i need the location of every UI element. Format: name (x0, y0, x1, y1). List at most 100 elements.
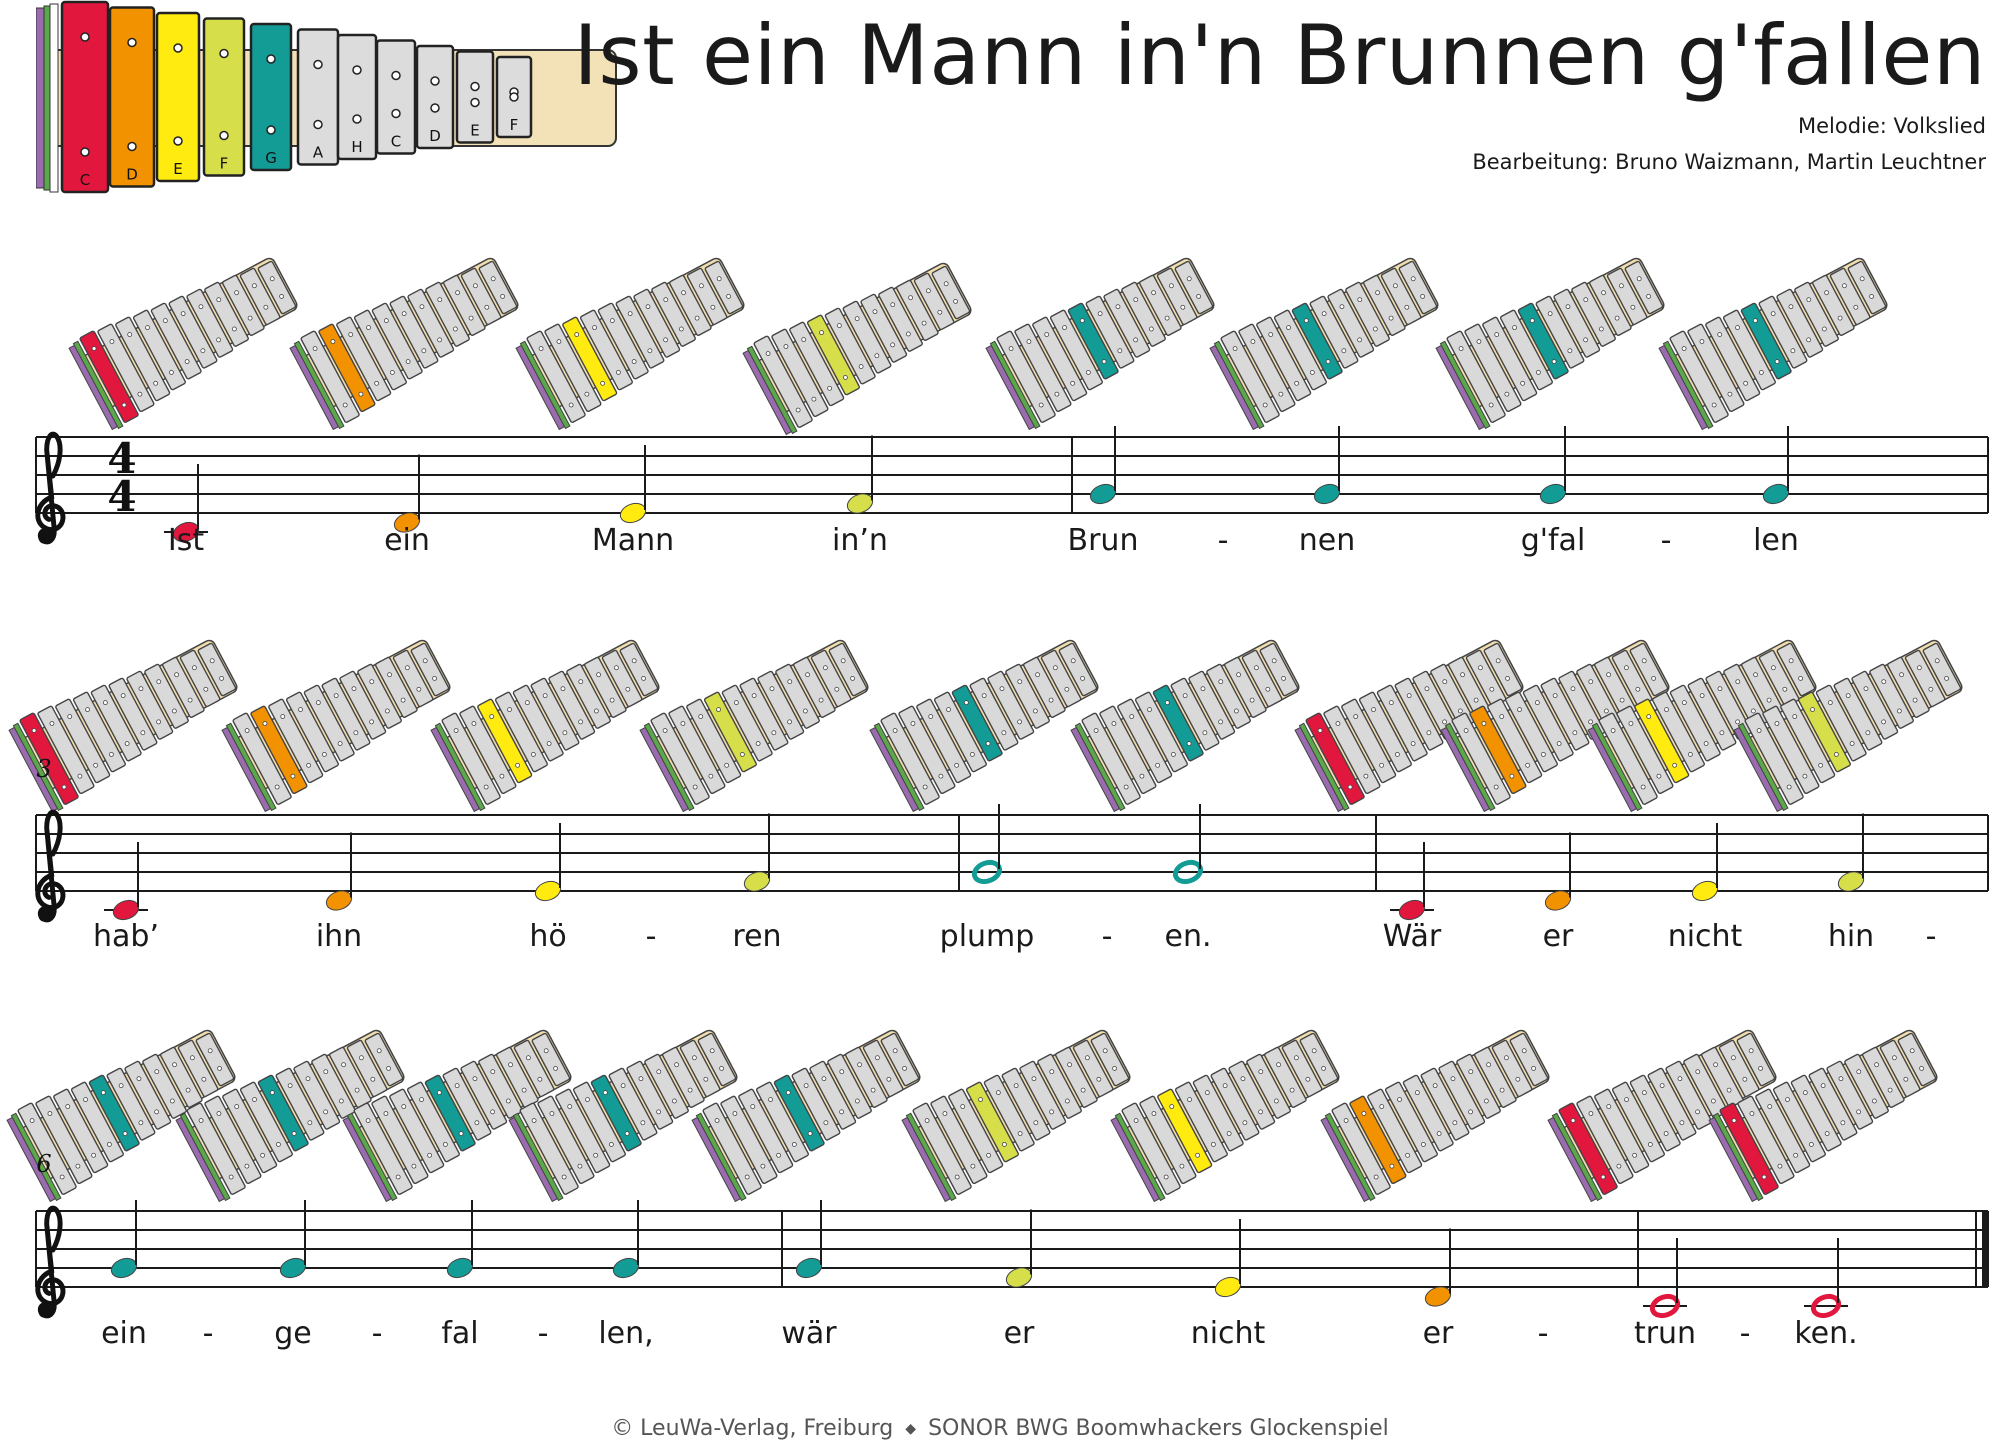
bar-number: 3 (36, 755, 51, 783)
note-g4 (612, 1200, 640, 1279)
staff-system-1: 44 Ist ein Mann in’n Brun nen g'fal len - - (35, 257, 1989, 558)
glockenspiel-bar-label: D (429, 127, 441, 145)
note-c4 (1804, 1238, 1848, 1319)
glockenspiel-icon (901, 1029, 1131, 1203)
glockenspiel-bar-label: C (80, 171, 90, 189)
note-g4 (1539, 426, 1567, 505)
lyric: ken. (1794, 1316, 1857, 1351)
note-d4 (393, 454, 421, 533)
glockenspiel-icon (342, 1029, 572, 1203)
lyric-hyphen: - (372, 1316, 383, 1351)
glockenspiel-bar-label: H (351, 138, 362, 156)
glockenspiel-icon (1658, 257, 1888, 431)
glockenspiel-bar-d: D (415, 44, 455, 150)
glockenspiel-icon (1708, 1029, 1938, 1203)
note-d4 (1544, 832, 1572, 911)
final-bar-line (1982, 1211, 1989, 1287)
footer: © LeuWa-Verlag, Freiburg ◆ SONOR BWG Boomw… (0, 1416, 2000, 1441)
lyric: nen (1299, 523, 1355, 558)
glockenspiel-icon (1587, 639, 1817, 813)
lyric: Brun (1068, 523, 1139, 558)
glockenspiel-icon (1435, 257, 1665, 431)
glockenspiel-icon (6, 1029, 236, 1203)
lyric: Ist (168, 523, 204, 558)
note-g4 (795, 1200, 823, 1279)
page-title: Ist ein Mann in'n Brunnen g'fallen (573, 7, 1986, 104)
note-g4 (446, 1200, 474, 1279)
note-c4 (1643, 1238, 1687, 1319)
notehead (279, 1257, 307, 1279)
time-signature-top: 4 (107, 434, 136, 483)
glockenspiel-icon (68, 257, 298, 431)
note-f4 (1005, 1209, 1033, 1288)
glockenspiel-bar-label: A (313, 144, 324, 162)
note-e4 (619, 445, 647, 524)
note-e4 (1214, 1219, 1242, 1298)
note-f4 (846, 435, 874, 514)
glockenspiel-icon (691, 1029, 921, 1203)
note-c4 (164, 464, 208, 543)
notehead (795, 1257, 823, 1279)
lyric: er (1004, 1316, 1035, 1351)
melody-credit: Melodie: Volkslied (1798, 114, 1986, 138)
lyric: ge (274, 1316, 312, 1351)
notehead (1539, 483, 1567, 505)
glockenspiel-bar-d: D (108, 6, 156, 188)
glockenspiel-icon (639, 639, 869, 813)
note-d4 (1424, 1228, 1452, 1307)
lyric: hö (529, 919, 566, 954)
note-g4 (1089, 426, 1117, 505)
glockenspiel-icon (515, 257, 745, 431)
note-d4 (325, 832, 353, 911)
lyric: ren (732, 919, 781, 954)
arrangement-credit: Bearbeitung: Bruno Waizmann, Martin Leuc… (1472, 150, 1986, 174)
note-g4 (1313, 426, 1341, 505)
note-c4 (104, 842, 148, 921)
staff-system-2: 3 hab’ ihn hö ren plump en. Wär er nicht hin - - - (8, 639, 1989, 954)
glockenspiel-icon (1733, 639, 1963, 813)
notehead (1691, 880, 1719, 902)
glockenspiel-icon (1070, 639, 1300, 813)
lyric: ein (384, 523, 430, 558)
glockenspiel-icon (1547, 1029, 1777, 1203)
lyric-hyphen: - (1740, 1316, 1751, 1351)
staff (36, 814, 1988, 892)
note-c4 (1390, 842, 1434, 921)
glockenspiel-icon (985, 257, 1215, 431)
copyright-notice: © LeuWa-Verlag, Freiburg (611, 1416, 894, 1441)
glockenspiel-icon (1110, 1029, 1340, 1203)
glockenspiel-icon (508, 1029, 738, 1203)
lyric-hyphen: - (646, 919, 657, 954)
glockenspiel-icon (8, 639, 238, 813)
glockenspiel-icon (289, 257, 519, 431)
glockenspiel-icon (1294, 639, 1524, 813)
glockenspiel-icon (869, 639, 1099, 813)
reference-glockenspiel: C D E F G A H C D E F (36, 0, 617, 194)
treble-clef (35, 431, 66, 545)
glockenspiel-icon (430, 639, 660, 813)
lyric-hyphen: - (1661, 523, 1672, 558)
treble-clef (35, 809, 66, 923)
staff-system-3: 6 ein ge fal len, wär er nicht er trun ken. - - - - - (6, 1029, 1989, 1351)
glockenspiel-bar-label: G (265, 149, 277, 167)
staff (36, 436, 1988, 514)
lyric: hin (1828, 919, 1874, 954)
glockenspiel-bar-c: C (60, 0, 110, 194)
lyric: nicht (1668, 919, 1743, 954)
instrument-name: SONOR BWG Boomwhackers Glockenspiel (928, 1416, 1389, 1441)
bar-number: 6 (36, 1150, 51, 1178)
lyric: er (1543, 919, 1574, 954)
notehead (1313, 483, 1341, 505)
lyric: len (1753, 523, 1799, 558)
lyric: Mann (592, 523, 674, 558)
glockenspiel-bar-e: E (155, 11, 201, 183)
notehead (534, 880, 562, 902)
lyric: wär (781, 1316, 837, 1351)
lyric: hab’ (93, 919, 159, 954)
glockenspiel-icon (1209, 257, 1439, 431)
glockenspiel-bar-e: E (455, 50, 495, 144)
glockenspiel-bar-label: E (173, 160, 182, 178)
glockenspiel-bar-label: D (126, 166, 138, 184)
note-e4 (1691, 823, 1719, 902)
lyric: nicht (1191, 1316, 1266, 1351)
